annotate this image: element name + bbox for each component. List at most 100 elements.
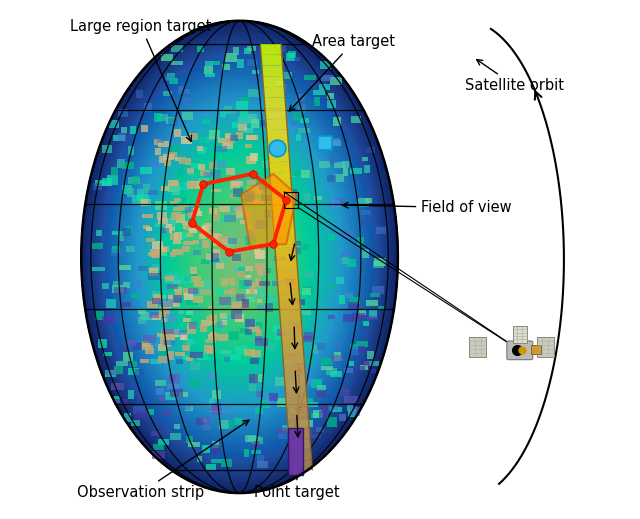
Bar bbox=[285, 279, 296, 286]
Bar bbox=[238, 267, 247, 275]
Bar bbox=[122, 282, 130, 288]
Polygon shape bbox=[280, 310, 301, 324]
Bar bbox=[236, 132, 243, 139]
Bar bbox=[248, 89, 259, 97]
Bar bbox=[244, 329, 252, 335]
Bar bbox=[292, 429, 299, 435]
Bar bbox=[168, 351, 174, 360]
Bar bbox=[135, 368, 144, 375]
Bar bbox=[188, 182, 196, 189]
Ellipse shape bbox=[107, 59, 372, 455]
Ellipse shape bbox=[180, 168, 299, 346]
Bar bbox=[299, 107, 305, 113]
Bar bbox=[130, 126, 136, 134]
Bar bbox=[289, 381, 299, 390]
Bar bbox=[224, 214, 236, 223]
Bar bbox=[164, 342, 171, 347]
Bar bbox=[122, 185, 132, 194]
Bar bbox=[291, 243, 300, 249]
Polygon shape bbox=[269, 172, 291, 184]
Bar bbox=[105, 370, 116, 377]
Bar bbox=[265, 90, 276, 96]
Bar bbox=[273, 325, 282, 332]
Bar bbox=[111, 383, 124, 390]
Bar bbox=[181, 136, 192, 144]
Bar bbox=[257, 269, 263, 277]
Bar bbox=[225, 132, 231, 139]
Polygon shape bbox=[260, 44, 282, 55]
Bar bbox=[186, 309, 193, 315]
Bar bbox=[358, 198, 369, 207]
Bar bbox=[248, 435, 260, 442]
Polygon shape bbox=[291, 459, 312, 475]
Bar bbox=[189, 379, 201, 387]
Bar bbox=[175, 352, 185, 357]
Bar bbox=[308, 358, 314, 364]
Ellipse shape bbox=[103, 53, 376, 460]
Bar bbox=[149, 268, 158, 276]
Ellipse shape bbox=[156, 133, 323, 381]
Ellipse shape bbox=[216, 222, 263, 292]
Bar bbox=[250, 153, 258, 161]
Bar bbox=[173, 249, 184, 255]
Bar bbox=[202, 119, 210, 124]
Bar bbox=[316, 427, 324, 432]
Bar bbox=[253, 441, 260, 448]
Bar bbox=[166, 224, 172, 233]
Bar bbox=[190, 352, 203, 358]
Bar bbox=[321, 366, 333, 371]
Bar bbox=[332, 199, 340, 208]
Bar bbox=[115, 399, 127, 405]
Bar bbox=[350, 346, 358, 354]
Bar bbox=[369, 368, 376, 373]
Bar bbox=[249, 384, 256, 391]
Bar bbox=[208, 306, 214, 310]
Bar bbox=[93, 183, 102, 190]
Bar bbox=[248, 231, 254, 238]
Bar bbox=[331, 140, 340, 145]
Bar bbox=[272, 281, 281, 286]
Bar bbox=[163, 237, 175, 242]
Bar bbox=[174, 331, 187, 335]
Bar bbox=[157, 114, 168, 120]
Bar bbox=[334, 198, 346, 206]
Bar bbox=[200, 324, 207, 332]
Ellipse shape bbox=[121, 80, 358, 434]
FancyBboxPatch shape bbox=[507, 341, 532, 360]
Bar bbox=[102, 145, 112, 153]
Bar bbox=[148, 161, 159, 167]
Bar bbox=[218, 236, 228, 243]
Bar bbox=[158, 356, 166, 363]
Bar bbox=[230, 181, 240, 189]
Bar bbox=[207, 346, 212, 354]
Bar bbox=[245, 236, 256, 245]
Bar bbox=[209, 314, 218, 318]
Bar bbox=[303, 336, 312, 343]
Bar bbox=[184, 403, 191, 410]
Bar bbox=[255, 338, 268, 346]
Bar bbox=[175, 178, 184, 187]
Bar bbox=[144, 103, 152, 112]
Bar bbox=[124, 414, 131, 422]
Polygon shape bbox=[275, 236, 296, 249]
Bar bbox=[255, 408, 263, 414]
Bar bbox=[189, 228, 197, 234]
Bar bbox=[257, 299, 262, 303]
Polygon shape bbox=[279, 299, 301, 313]
Bar bbox=[294, 298, 305, 305]
Bar bbox=[96, 230, 102, 236]
Bar bbox=[342, 168, 348, 176]
Bar bbox=[311, 413, 321, 418]
Bar bbox=[126, 340, 136, 346]
Bar bbox=[342, 257, 349, 264]
Ellipse shape bbox=[141, 110, 339, 404]
Bar bbox=[187, 181, 194, 188]
Bar bbox=[128, 390, 134, 399]
Bar bbox=[222, 63, 230, 70]
Bar bbox=[248, 114, 257, 123]
Bar bbox=[152, 264, 160, 270]
Bar bbox=[214, 251, 219, 257]
Bar bbox=[175, 234, 185, 240]
Bar bbox=[161, 54, 173, 61]
Bar bbox=[113, 230, 124, 236]
